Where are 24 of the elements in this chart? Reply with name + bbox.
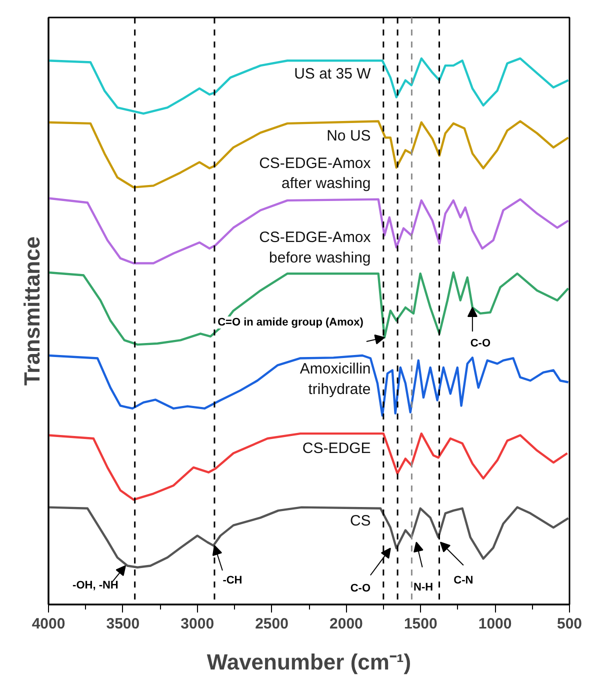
series-label: CS-EDGE <box>302 440 371 458</box>
x-tick-label: 2500 <box>255 616 288 632</box>
x-tick-label: 500 <box>556 616 582 632</box>
annotation: -OH, -NH <box>72 580 118 592</box>
series-label: CS <box>350 512 371 530</box>
annotation: C-O <box>350 582 371 594</box>
x-tick-label: 4000 <box>32 616 66 632</box>
series-label: Amoxicillin trihydrate <box>300 360 371 398</box>
annotation: -CH <box>222 574 242 587</box>
x-tick-label: 3500 <box>106 616 140 632</box>
x-tick-label: 1000 <box>478 616 512 632</box>
x-tick-label: 2000 <box>330 616 363 632</box>
series-label: No US <box>326 127 371 144</box>
annotation: C-N <box>454 574 474 586</box>
series-label: CS-EDGE-Amox before washing <box>259 229 372 267</box>
x-axis-title: Wavenumber (cm⁻¹) <box>206 650 412 674</box>
series-label: CS-EDGE-Amox after washing <box>259 154 372 192</box>
annotation: N-H <box>414 581 434 594</box>
x-tick-label: 1500 <box>404 616 438 632</box>
annotation: C=O in amide group (Amox) <box>218 316 364 328</box>
x-tick-label: 3000 <box>180 616 214 632</box>
series-label: US at 35 W <box>294 66 372 83</box>
y-axis-title: Transmittance <box>20 236 44 386</box>
annotation: C-O <box>470 337 491 350</box>
